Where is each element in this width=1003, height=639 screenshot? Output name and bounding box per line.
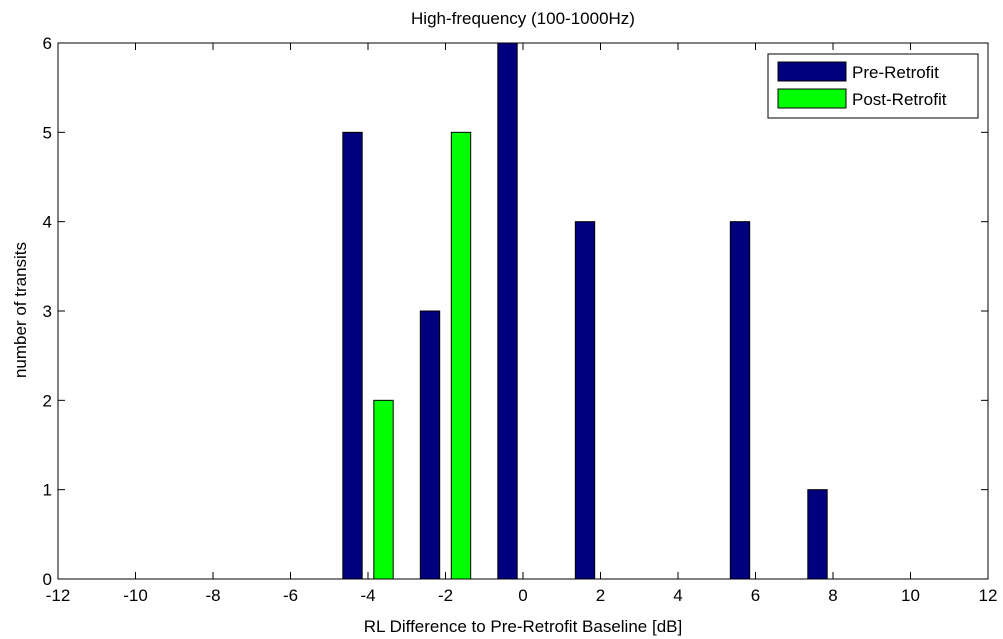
bar-post-retrofit-1 (450, 131, 472, 580)
plot-area: -12 -10 -8 -6 -4 -2 0 2 4 6 8 10 120123456Pre-Retrof… (43, 34, 998, 605)
x-tick-label: -12 (46, 586, 71, 605)
x-tick-label: 4 (673, 586, 682, 605)
bar-pre-retrofit-5 (807, 489, 828, 580)
x-tick-label: 2 (596, 586, 605, 605)
bar-pre-retrofit-0 (342, 131, 363, 580)
y-tick-label: 0 (43, 570, 52, 589)
x-axis-label: RL Difference to Pre-Retrofit Baseline [… (364, 617, 682, 636)
bar-post-retrofit-0 (373, 399, 394, 580)
x-tick-label: -8 (205, 586, 220, 605)
x-tick-label: 8 (828, 586, 837, 605)
y-tick-label: 5 (43, 123, 52, 142)
y-tick-label: 2 (43, 391, 52, 410)
legend-swatch-post-retrofit (777, 88, 847, 109)
y-tick-label: 1 (43, 481, 52, 500)
bar-pre-retrofit-1 (419, 310, 441, 580)
x-tick-label: -10 (123, 586, 148, 605)
x-tick-label: 0 (518, 586, 527, 605)
x-tick-label: 12 (979, 586, 998, 605)
y-tick-label: 6 (43, 34, 52, 53)
bar-pre-retrofit-2 (497, 42, 518, 580)
legend-label-post-retrofit: Post-Retrofit (852, 90, 947, 109)
x-tick-label: -4 (360, 586, 375, 605)
y-axis-label: number of transits (11, 242, 30, 378)
x-tick-label: -6 (283, 586, 298, 605)
x-tick-label: 6 (751, 586, 760, 605)
plot-background (58, 43, 988, 579)
y-tick-label: 4 (43, 213, 52, 232)
legend-label-pre-retrofit: Pre-Retrofit (852, 63, 939, 82)
y-tick-label: 3 (43, 302, 52, 321)
x-tick-label: 10 (901, 586, 920, 605)
chart-title: High-frequency (100-1000Hz) (411, 9, 635, 28)
x-tick-label: -2 (438, 586, 453, 605)
bar-pre-retrofit-3 (574, 221, 596, 580)
legend-swatch-pre-retrofit (777, 61, 847, 82)
bar-pre-retrofit-4 (729, 221, 751, 580)
